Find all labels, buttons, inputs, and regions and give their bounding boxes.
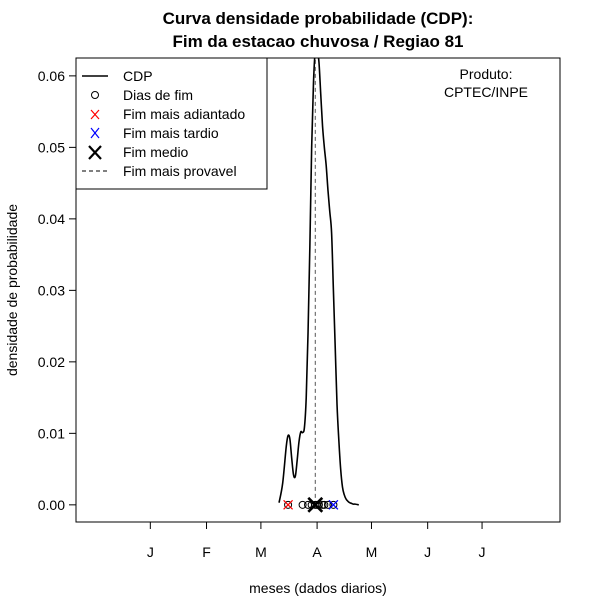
x-tick-label: M [366,544,378,560]
y-axis-label: densidade de probabilidade [4,204,20,376]
dias-de-fim-point [323,500,332,509]
x-tick-label: J [424,544,431,560]
fim-medio-marker [307,496,324,513]
legend-symbol-tardio [90,127,100,139]
annotation-produto: Produto: [460,66,513,82]
y-axis: 0.00 0.01 0.02 0.03 0.04 0.05 0.06 [38,68,76,513]
dias-de-fim-point [298,500,307,509]
x-tick-label: M [255,544,267,560]
density-curve [278,58,359,506]
fim-mais-tardio-marker [328,499,339,510]
y-tick-label: 0.01 [38,425,65,441]
legend-label-medio: Fim medio [123,144,189,160]
x-axis-label: meses (dados diarios) [249,580,387,596]
y-tick-label: 0.05 [38,139,65,155]
dias-de-fim-point [329,500,338,509]
x-tick-label: A [312,544,322,560]
x-tick-label: J [479,544,486,560]
dias-de-fim-point [320,500,329,509]
dias-de-fim-point [284,500,293,509]
legend-symbol-medio [88,145,102,160]
chart-title-line1: Curva densidade probabilidade (CDP): [163,9,474,28]
legend-box [75,57,268,190]
y-tick-label: 0.06 [38,68,65,84]
legend-label-tardio: Fim mais tardio [123,125,219,141]
legend-label-adiantado: Fim mais adiantado [123,106,245,122]
y-tick-label: 0.04 [38,211,65,227]
legend: CDP Dias de fim Fim mais adiantado Fim m… [82,68,245,179]
fim-mais-adiantado-marker [283,499,294,510]
end-day-markers [283,496,339,513]
legend-symbol-adiantado [90,109,100,120]
x-tick-label: J [147,544,154,560]
legend-label-dias-de-fim: Dias de fim [123,87,193,103]
annotation-cptec: CPTEC/INPE [444,84,528,100]
y-tick-label: 0.03 [38,282,65,298]
x-tick-label: F [202,544,211,560]
y-tick-label: 0.00 [38,497,65,513]
y-tick-label: 0.02 [38,354,65,370]
legend-label-cdp: CDP [123,68,153,84]
legend-symbol-dias-de-fim [91,91,99,99]
legend-label-provavel: Fim mais provavel [123,163,237,179]
chart-title-line2: Fim da estacao chuvosa / Regiao 81 [172,32,463,51]
